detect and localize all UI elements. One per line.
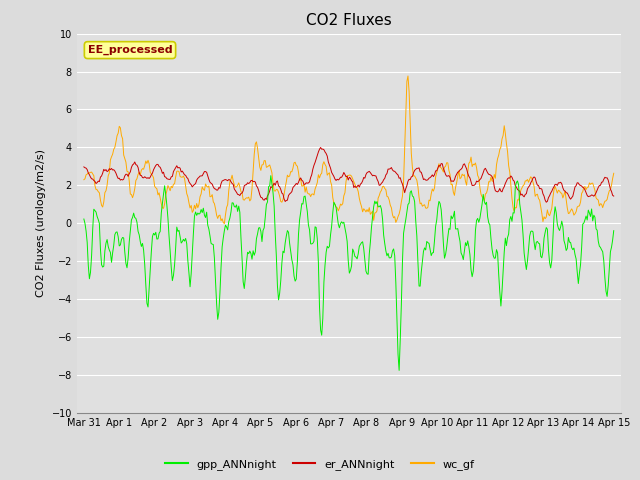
er_ANNnight (470, 182, 478, 188)
wc_gf (80, 177, 88, 182)
wc_gf (472, 160, 479, 166)
gpp_ANNnight (80, 216, 88, 222)
er_ANNnight (245, 180, 253, 186)
er_ANNnight (378, 180, 385, 186)
er_ANNnight (543, 199, 550, 205)
er_ANNnight (317, 144, 324, 150)
wc_gf (221, 221, 228, 227)
Line: er_ANNnight: er_ANNnight (84, 147, 614, 202)
er_ANNnight (303, 180, 311, 186)
Line: gpp_ANNnight: gpp_ANNnight (84, 176, 614, 371)
er_ANNnight (80, 164, 88, 170)
gpp_ANNnight (472, 227, 479, 233)
gpp_ANNnight (610, 228, 618, 234)
wc_gf (404, 73, 412, 79)
gpp_ANNnight (378, 206, 385, 212)
wc_gf (610, 170, 618, 176)
gpp_ANNnight (404, 202, 412, 207)
wc_gf (305, 191, 312, 197)
Line: wc_gf: wc_gf (84, 76, 614, 224)
Legend: gpp_ANNnight, er_ANNnight, wc_gf: gpp_ANNnight, er_ANNnight, wc_gf (161, 455, 479, 474)
er_ANNnight (563, 190, 571, 196)
er_ANNnight (610, 193, 618, 199)
er_ANNnight (403, 183, 411, 189)
wc_gf (563, 205, 571, 211)
gpp_ANNnight (563, 246, 571, 252)
Title: CO2 Fluxes: CO2 Fluxes (306, 13, 392, 28)
Text: EE_processed: EE_processed (88, 45, 172, 55)
wc_gf (403, 79, 411, 84)
wc_gf (246, 198, 253, 204)
wc_gf (378, 188, 385, 193)
gpp_ANNnight (305, 222, 312, 228)
gpp_ANNnight (245, 251, 253, 256)
gpp_ANNnight (267, 173, 275, 179)
Y-axis label: CO2 Fluxes (urology/m2/s): CO2 Fluxes (urology/m2/s) (36, 149, 46, 297)
gpp_ANNnight (396, 368, 403, 373)
